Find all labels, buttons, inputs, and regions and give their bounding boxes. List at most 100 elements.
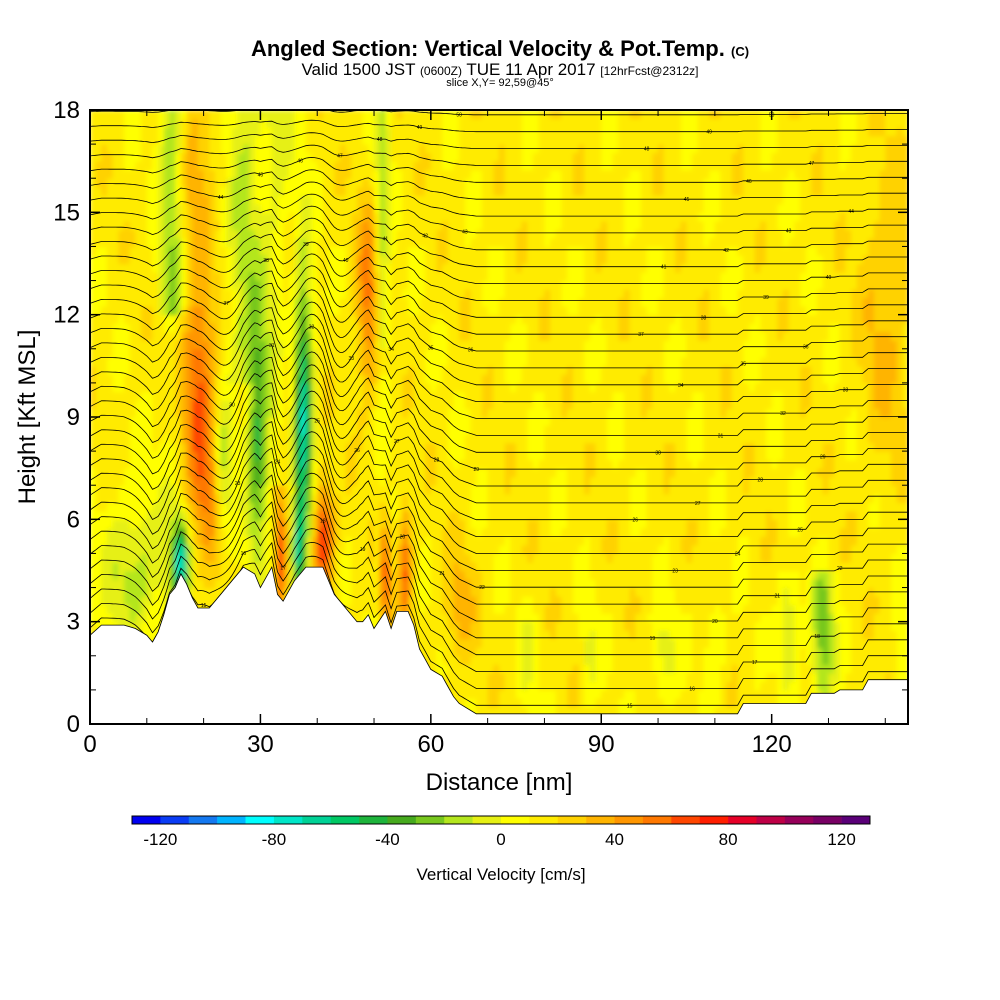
velocity-cell bbox=[141, 212, 148, 222]
velocity-cell bbox=[243, 340, 250, 350]
velocity-cell bbox=[351, 118, 358, 128]
velocity-cell bbox=[254, 152, 262, 162]
velocity-cell bbox=[249, 144, 256, 154]
velocity-cell bbox=[339, 596, 347, 606]
velocity-cell bbox=[112, 289, 119, 299]
velocity-cell bbox=[95, 161, 102, 171]
velocity-cell bbox=[112, 323, 119, 333]
velocity-cell bbox=[328, 289, 335, 299]
velocity-cell bbox=[300, 553, 307, 563]
velocity-cell bbox=[396, 110, 404, 120]
velocity-cell bbox=[476, 621, 483, 631]
velocity-cell bbox=[260, 382, 267, 393]
velocity-cell bbox=[453, 485, 460, 495]
velocity-cell bbox=[374, 186, 381, 196]
velocity-cell bbox=[339, 127, 347, 137]
velocity-cell bbox=[107, 417, 114, 427]
velocity-cell bbox=[90, 161, 97, 171]
velocity-cell bbox=[334, 289, 341, 299]
velocity-cell bbox=[197, 570, 205, 580]
velocity-cell bbox=[311, 220, 318, 230]
velocity-cell bbox=[101, 263, 108, 273]
velocity-cell bbox=[220, 110, 227, 120]
velocity-cell bbox=[476, 544, 483, 555]
velocity-cell bbox=[408, 553, 415, 563]
velocity-cell bbox=[135, 417, 142, 427]
velocity-cell bbox=[311, 272, 318, 282]
velocity-cell bbox=[413, 118, 421, 128]
velocity-cell bbox=[339, 468, 347, 478]
velocity-cell bbox=[260, 178, 267, 188]
velocity-cell bbox=[464, 408, 472, 418]
velocity-cell bbox=[249, 468, 256, 478]
velocity-cell bbox=[317, 195, 324, 205]
velocity-cell bbox=[436, 220, 443, 230]
velocity-cell bbox=[334, 203, 341, 213]
velocity-cell bbox=[305, 451, 313, 461]
velocity-cell bbox=[237, 263, 244, 273]
velocity-cell bbox=[339, 144, 347, 154]
velocity-cell bbox=[214, 579, 222, 589]
velocity-cell bbox=[129, 118, 137, 128]
velocity-cell bbox=[180, 544, 188, 555]
velocity-cell bbox=[124, 246, 131, 256]
velocity-cell bbox=[186, 502, 193, 512]
velocity-cell bbox=[362, 323, 369, 333]
velocity-cell bbox=[158, 604, 165, 614]
velocity-cell bbox=[305, 442, 313, 452]
velocity-cell bbox=[169, 314, 176, 324]
velocity-cell bbox=[243, 468, 250, 478]
velocity-cell bbox=[430, 118, 438, 128]
velocity-cell bbox=[107, 297, 114, 307]
velocity-cell bbox=[453, 229, 460, 239]
velocity-cell bbox=[430, 152, 438, 162]
velocity-cell bbox=[101, 485, 108, 495]
velocity-cell bbox=[442, 664, 449, 674]
velocity-cell bbox=[351, 579, 358, 589]
velocity-cell bbox=[408, 604, 415, 614]
velocity-cell bbox=[391, 519, 398, 529]
velocity-cell bbox=[112, 468, 119, 478]
velocity-cell bbox=[430, 476, 438, 486]
velocity-cell bbox=[453, 152, 460, 162]
velocity-cell bbox=[379, 357, 386, 367]
velocity-cell bbox=[271, 263, 279, 273]
velocity-cell bbox=[442, 672, 449, 682]
velocity-cell bbox=[368, 459, 375, 469]
velocity-cell bbox=[436, 570, 443, 580]
velocity-cell bbox=[271, 374, 279, 384]
velocity-cell bbox=[447, 536, 455, 546]
velocity-cell bbox=[425, 570, 432, 580]
velocity-cell bbox=[129, 246, 137, 256]
velocity-cell bbox=[436, 544, 443, 555]
velocity-cell bbox=[322, 408, 330, 418]
velocity-cell bbox=[232, 570, 239, 580]
velocity-cell bbox=[453, 655, 460, 665]
velocity-cell bbox=[339, 459, 347, 469]
velocity-cell bbox=[169, 561, 176, 572]
velocity-cell bbox=[203, 323, 210, 333]
velocity-cell bbox=[209, 254, 216, 265]
velocity-cell bbox=[232, 425, 239, 435]
velocity-cell bbox=[95, 186, 102, 196]
velocity-cell bbox=[419, 331, 426, 341]
velocity-cell bbox=[141, 263, 148, 273]
velocity-cell bbox=[175, 519, 182, 529]
velocity-cell bbox=[266, 297, 273, 307]
velocity-cell bbox=[249, 161, 256, 171]
velocity-cell bbox=[249, 536, 256, 546]
velocity-cell bbox=[300, 203, 307, 213]
velocity-cell bbox=[186, 536, 193, 546]
velocity-cell bbox=[402, 596, 409, 606]
velocity-cell bbox=[430, 365, 438, 375]
velocity-cell bbox=[334, 280, 341, 290]
velocity-cell bbox=[368, 263, 375, 273]
velocity-cell bbox=[266, 561, 273, 572]
velocity-cell bbox=[214, 408, 222, 418]
velocity-cell bbox=[112, 502, 119, 512]
velocity-cell bbox=[408, 365, 415, 375]
velocity-cell bbox=[163, 340, 171, 350]
velocity-cell bbox=[351, 144, 358, 154]
velocity-cell bbox=[277, 434, 284, 444]
velocity-cell bbox=[419, 561, 426, 572]
